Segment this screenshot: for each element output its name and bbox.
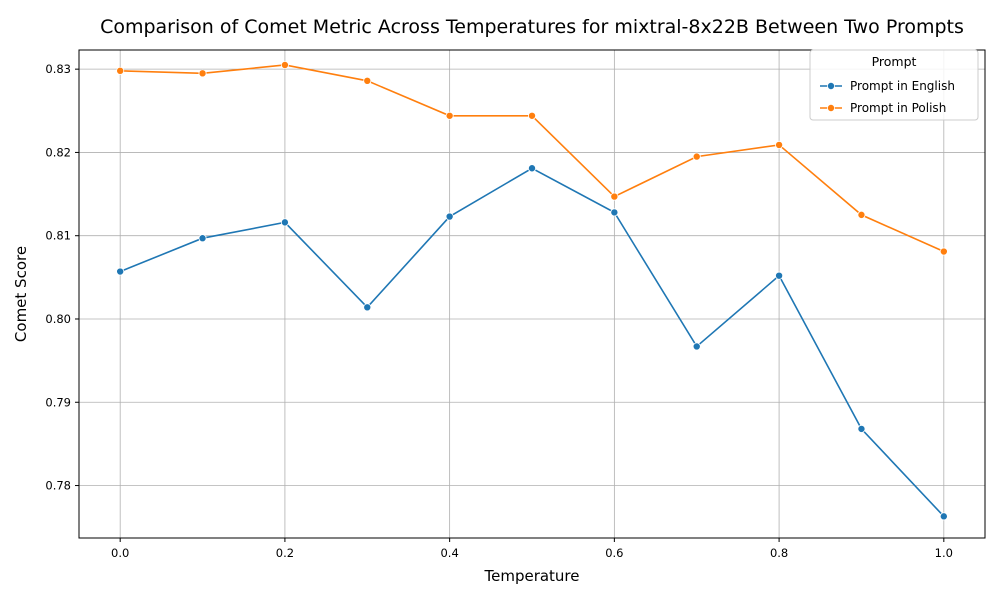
y-axis-label: Comet Score xyxy=(12,246,30,342)
x-tick-label: 0.0 xyxy=(111,546,129,560)
data-point xyxy=(857,424,866,433)
data-point xyxy=(610,208,619,217)
data-point xyxy=(528,111,537,120)
data-point xyxy=(775,140,784,149)
legend-box xyxy=(809,49,979,121)
series-1 xyxy=(116,164,948,521)
x-tick-label: 0.4 xyxy=(440,546,458,560)
legend-label: Prompt in Polish xyxy=(850,101,946,115)
series-layer xyxy=(116,60,948,521)
x-tick-label: 0.8 xyxy=(770,546,788,560)
data-point xyxy=(692,152,701,161)
data-point xyxy=(939,247,948,256)
data-point xyxy=(857,210,866,219)
y-tick-label: 0.79 xyxy=(45,395,71,409)
legend: Prompt Prompt in English Prompt in Polish xyxy=(809,49,979,121)
data-point xyxy=(280,218,289,227)
data-point xyxy=(445,111,454,120)
legend-title: Prompt xyxy=(872,54,917,69)
chart-title: Comparison of Comet Metric Across Temper… xyxy=(100,16,964,38)
y-axis-ticks: 0.78 0.79 0.80 0.81 0.82 0.83 xyxy=(45,62,79,493)
data-point xyxy=(692,342,701,351)
data-point xyxy=(198,234,207,243)
x-tick-label: 0.6 xyxy=(605,546,623,560)
y-tick-label: 0.83 xyxy=(45,62,71,76)
legend-swatch-marker xyxy=(827,104,836,113)
legend-swatch-marker xyxy=(827,82,836,91)
data-point xyxy=(363,303,372,312)
legend-label: Prompt in English xyxy=(850,79,955,93)
data-point xyxy=(116,267,125,276)
legend-item: Prompt in Polish xyxy=(820,101,946,115)
data-point xyxy=(280,60,289,69)
legend-item: Prompt in English xyxy=(820,79,955,93)
x-axis-ticks: 0.0 0.2 0.4 0.6 0.8 1.0 xyxy=(111,538,953,560)
data-point xyxy=(775,271,784,280)
data-point xyxy=(116,66,125,75)
series-2 xyxy=(116,60,948,256)
y-tick-label: 0.80 xyxy=(45,312,71,326)
y-tick-label: 0.78 xyxy=(45,479,71,493)
data-point xyxy=(445,212,454,221)
data-point xyxy=(198,69,207,78)
y-tick-label: 0.81 xyxy=(45,229,71,243)
data-point xyxy=(610,192,619,201)
data-point xyxy=(363,76,372,85)
series-line xyxy=(119,167,945,517)
grid xyxy=(79,50,985,538)
x-tick-label: 1.0 xyxy=(935,546,953,560)
x-tick-label: 0.2 xyxy=(276,546,294,560)
data-point xyxy=(939,512,948,521)
y-tick-label: 0.82 xyxy=(45,145,71,159)
data-point xyxy=(528,164,537,173)
plot-frame xyxy=(78,49,986,539)
x-axis-label: Temperature xyxy=(483,567,579,585)
